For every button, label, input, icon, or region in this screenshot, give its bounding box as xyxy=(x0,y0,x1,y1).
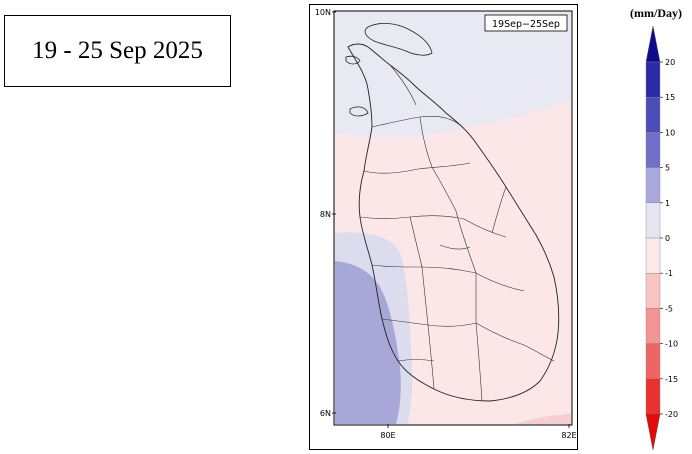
western-strong-anomaly-region xyxy=(335,261,401,424)
legend-tick-label: 20 xyxy=(665,58,675,67)
legend-tick-label: 10 xyxy=(665,128,675,137)
lon-label-82e: 82E xyxy=(561,431,576,440)
jaffna-peninsula xyxy=(364,23,433,56)
inset-label-box xyxy=(484,14,568,32)
legend-swatch xyxy=(645,343,661,380)
legend-tick-label: -1 xyxy=(665,269,673,278)
rainfall-anomaly-map: 19Sep−25Sep 10N 8N 6N 80E 82E xyxy=(309,4,578,450)
legend-tick-label: 5 xyxy=(665,164,670,173)
legend-swatch xyxy=(645,96,661,133)
legend-swatch xyxy=(645,308,661,344)
map-canvas: 19Sep−25Sep 10N 8N 6N 80E 82E xyxy=(315,8,577,440)
lat-label-10n: 10N xyxy=(315,8,331,17)
period-label: 19 - 25 Sep 2025 xyxy=(32,37,203,64)
legend-swatch xyxy=(645,167,661,204)
legend-swatch xyxy=(645,378,661,415)
legend-tick-label: 1 xyxy=(665,199,670,208)
inset-label: 19Sep−25Sep xyxy=(492,19,560,30)
legend-unit: (mm/Day) xyxy=(630,6,682,20)
lon-label-80e: 80E xyxy=(380,431,395,440)
legend-tick-label: -10 xyxy=(665,340,678,349)
legend-swatch xyxy=(645,237,661,274)
legend-swatch xyxy=(645,202,661,239)
period-box: 19 - 25 Sep 2025 xyxy=(4,15,231,87)
legend-arrow-top xyxy=(645,25,661,63)
legend-tick-label: -15 xyxy=(665,375,678,384)
district-boundaries xyxy=(359,64,555,402)
mannar-island xyxy=(349,106,369,117)
sri-lanka-outline xyxy=(347,43,560,402)
legend-tick-label: -5 xyxy=(665,304,673,313)
legend-arrow-bottom xyxy=(645,413,661,451)
legend-swatch xyxy=(645,132,661,168)
legend-tick-label: -20 xyxy=(665,410,678,419)
lat-label-6n: 6N xyxy=(320,409,331,418)
northern-anomaly-region xyxy=(335,12,571,138)
legend-swatch xyxy=(645,61,661,98)
legend-tick-label: 15 xyxy=(665,93,675,102)
lon-axis: 80E 82E xyxy=(380,424,577,440)
color-legend: 20 15 10 5 1 0 -1 -5 -10 -15 -20 xyxy=(620,4,692,452)
lat-label-8n: 8N xyxy=(320,210,331,219)
northern-island xyxy=(345,55,361,65)
legend-tick-label: 0 xyxy=(665,234,670,243)
lat-axis: 10N 8N 6N xyxy=(315,8,336,418)
southeast-anomaly-region xyxy=(515,414,571,424)
legend-swatch xyxy=(645,273,661,309)
